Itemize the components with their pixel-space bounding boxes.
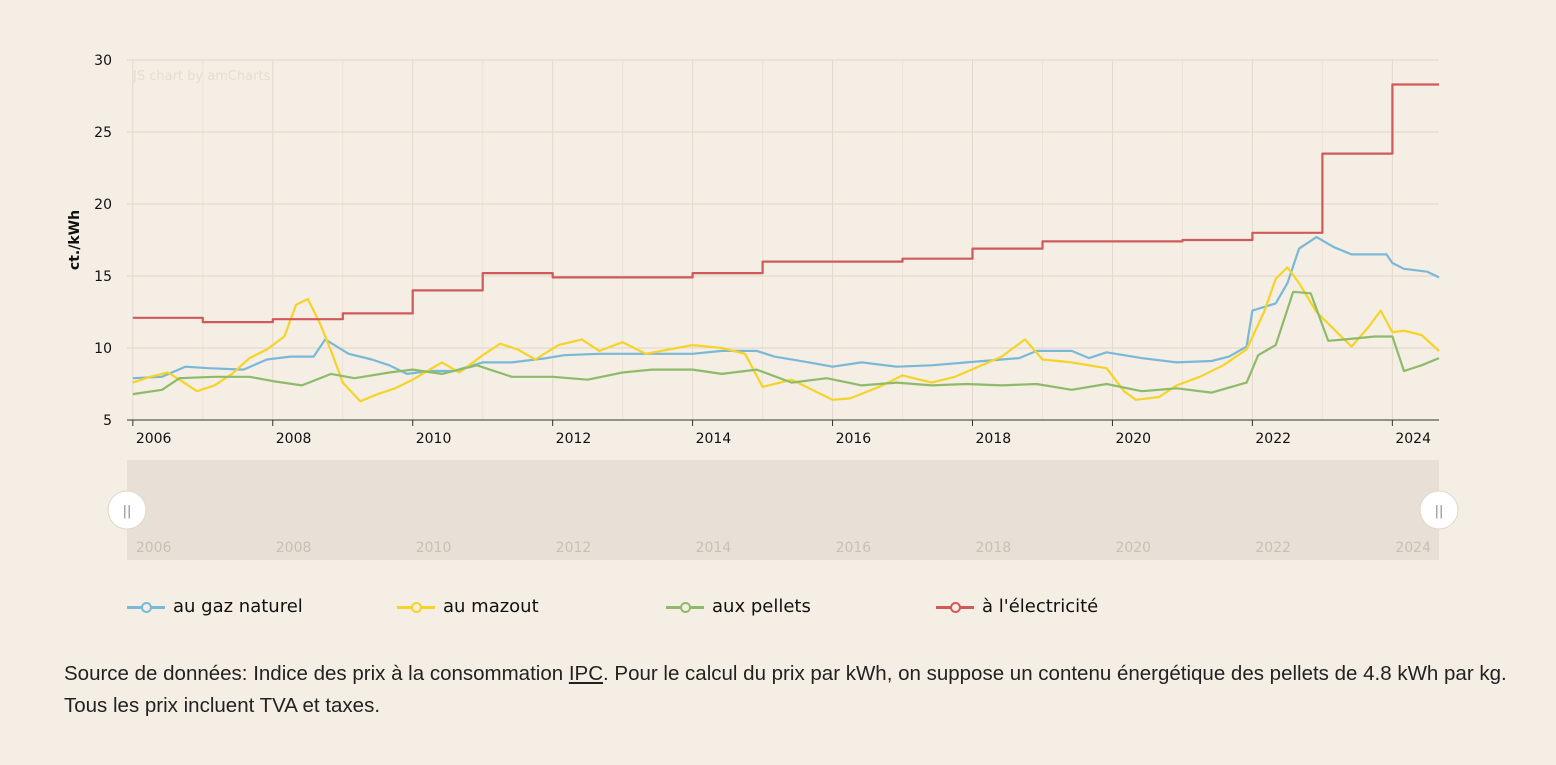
series-line-au-gaz-naturel[interactable] [132,236,1440,380]
x-tick-label: 2022 [1255,431,1291,447]
scrollbar-label: 2024 [1395,540,1431,556]
legend-item-fuel-oil[interactable]: au mazout [397,596,539,617]
scrollbar-label: 2016 [836,540,872,556]
legend-marker-icon [127,597,165,617]
y-tick-label: 15 [94,269,112,285]
grip-icon: || [123,504,132,519]
legend-item-pellets[interactable]: aux pellets [666,596,811,617]
legend-marker-icon [397,597,435,617]
scrollbar-end-handle[interactable] [1419,490,1459,530]
chart-series[interactable] [132,83,1440,403]
scrollbar-label: 2012 [556,540,592,556]
scrollbar-labels: 2006 2008 2010 2012 2014 2016 2018 2020 2022 2024 [136,540,1431,556]
source-text-start: Source de données: Indice des prix à la … [64,662,569,685]
x-tick-label: 2010 [416,431,452,447]
y-tick-label: 25 [94,125,112,141]
scrollbar-end-grip[interactable]: || [1419,490,1459,530]
x-tick-label: 2024 [1395,431,1431,447]
x-tick-label: 2018 [976,431,1012,447]
y-axis-label: ct./kWh [67,210,83,270]
x-tick-label: 2014 [696,431,732,447]
series-line-au-mazout[interactable] [132,266,1440,403]
legend-label: au mazout [443,596,539,617]
scrollbar-label: 2010 [416,540,452,556]
x-tick-label: 2006 [136,431,172,447]
chart-credit[interactable]: JS chart by amCharts [132,69,271,84]
y-axis: 5 10 15 20 25 30 [94,53,112,429]
scrollbar-start-handle[interactable] [107,490,147,530]
scrollbar-track[interactable] [127,460,1439,560]
scrollbar-label: 2022 [1255,540,1291,556]
legend-item-gas[interactable]: au gaz naturel [127,596,303,617]
y-tick-label: 10 [94,341,112,357]
scrollbar-label: 2014 [696,540,732,556]
x-axis: 2006 2008 2010 2012 2014 2016 2018 2020 2022 2024 [132,420,1431,447]
source-text-end: . Pour le calcul du prix par kWh, on sup… [64,662,1507,717]
legend-label: aux pellets [712,596,811,617]
legend-label: à l'électricité [982,596,1099,617]
scrollbar-label: 2006 [136,540,172,556]
legend-marker-icon [666,597,704,617]
series-line-aux-pellets[interactable] [132,290,1440,396]
ipc-link[interactable]: IPC [568,662,604,685]
date-range-scrollbar[interactable]: 2006 2008 2010 2012 2014 2016 2018 2020 2022 2024… [107,460,1459,560]
source-note: Source de données: Indice des prix à la … [64,658,1514,722]
grip-icon: || [1435,504,1444,519]
scrollbar-label: 2008 [276,540,312,556]
y-tick-label: 20 [94,197,112,213]
scrollbar-start-grip[interactable]: || [107,490,147,530]
x-tick-label: 2008 [276,431,312,447]
legend-marker-icon [936,597,974,617]
series-line-a-l-electricite[interactable] [132,83,1439,324]
legend-item-electricity[interactable]: à l'électricité [936,596,1098,617]
scrollbar-label: 2018 [976,540,1012,556]
y-tick-label: 5 [103,413,112,429]
scrollbar-label: 2020 [1115,540,1151,556]
y-tick-label: 30 [94,53,112,69]
x-tick-label: 2016 [836,431,872,447]
legend-label: au gaz naturel [173,596,303,617]
x-tick-label: 2020 [1115,431,1151,447]
x-tick-label: 2012 [556,431,592,447]
